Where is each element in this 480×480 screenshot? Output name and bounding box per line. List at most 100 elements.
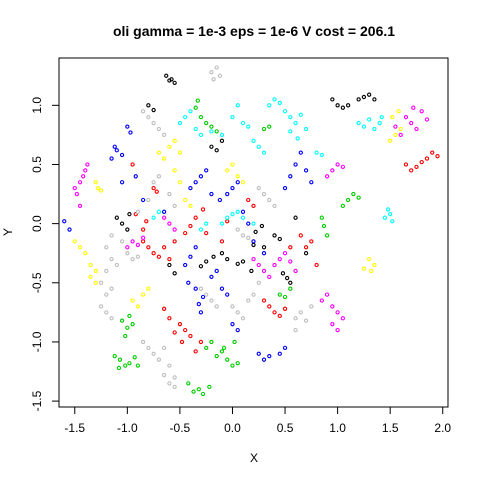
data-point — [198, 115, 204, 120]
data-point — [272, 233, 277, 238]
data-point — [198, 264, 204, 269]
data-point — [146, 103, 151, 108]
data-point — [225, 168, 230, 173]
data-point — [261, 298, 267, 303]
data-point — [193, 245, 198, 250]
data-point — [104, 310, 109, 315]
data-point — [288, 115, 293, 120]
data-point — [186, 381, 191, 386]
data-point — [388, 212, 393, 217]
data-point — [261, 245, 267, 250]
data-point — [135, 242, 141, 248]
data-point — [167, 381, 172, 386]
data-point — [200, 294, 206, 300]
data-point — [256, 280, 261, 285]
data-point — [193, 180, 198, 185]
data-point — [330, 304, 335, 309]
data-point — [225, 219, 230, 224]
data-point — [219, 239, 225, 244]
data-point — [167, 78, 172, 83]
data-point — [382, 215, 388, 220]
data-point — [114, 262, 119, 268]
data-point — [388, 138, 393, 143]
data-point — [303, 318, 309, 323]
data-point — [214, 268, 219, 274]
data-point — [164, 73, 169, 78]
data-point — [172, 384, 177, 390]
data-point — [204, 168, 209, 173]
data-point — [330, 97, 335, 102]
data-point — [133, 212, 138, 217]
data-point — [127, 361, 132, 366]
data-point — [293, 327, 298, 333]
data-point — [133, 174, 138, 179]
data-point — [235, 227, 240, 232]
data-point — [414, 126, 419, 132]
data-point — [151, 351, 156, 356]
data-point — [435, 154, 440, 159]
data-point — [293, 162, 298, 167]
data-point — [303, 168, 309, 173]
data-point — [209, 274, 214, 280]
data-point — [125, 325, 130, 330]
data-point — [277, 100, 282, 106]
data-point — [204, 230, 209, 236]
data-point — [161, 132, 167, 138]
data-point — [198, 132, 204, 138]
data-point — [356, 120, 361, 126]
data-point — [230, 322, 235, 327]
data-point — [288, 245, 293, 250]
data-point — [177, 120, 183, 126]
data-point — [277, 351, 282, 356]
data-point — [272, 262, 277, 268]
data-point — [330, 168, 335, 173]
data-point — [167, 363, 172, 368]
data-point — [324, 292, 330, 297]
data-point — [303, 245, 309, 250]
data-point — [196, 301, 201, 307]
data-point — [403, 115, 409, 120]
data-point — [93, 180, 98, 185]
data-point — [253, 229, 258, 235]
data-point — [135, 209, 141, 214]
x-axis: -1.5 -1.0 -0.5 0.0 0.5 1.0 1.5 2.0 — [64, 406, 451, 435]
data-point — [261, 150, 267, 155]
data-point — [183, 230, 188, 236]
data-point — [277, 292, 282, 297]
data-point — [356, 97, 361, 102]
data-point — [267, 103, 272, 108]
data-point — [193, 126, 198, 132]
data-point — [351, 191, 356, 197]
data-point — [221, 345, 227, 350]
data-point — [125, 251, 130, 256]
data-point — [321, 223, 327, 229]
data-point — [104, 245, 109, 250]
data-point — [200, 391, 206, 397]
data-point — [251, 138, 256, 143]
x-tick-label: 1.0 — [329, 421, 346, 435]
data-point — [204, 120, 209, 126]
data-point — [284, 275, 290, 281]
data-point — [77, 245, 83, 250]
data-point — [112, 144, 117, 149]
data-point — [261, 251, 267, 256]
data-point — [235, 180, 240, 185]
data-point — [230, 212, 235, 217]
data-point — [161, 156, 167, 161]
data-point — [104, 268, 109, 274]
data-point — [93, 280, 98, 285]
data-point — [303, 251, 309, 256]
data-point — [125, 227, 130, 232]
data-point — [135, 254, 141, 259]
data-point — [424, 156, 430, 161]
data-point — [177, 150, 183, 155]
data-point — [198, 174, 204, 179]
data-point — [127, 313, 132, 319]
data-point — [324, 233, 330, 238]
data-point — [130, 298, 135, 303]
data-point — [414, 164, 419, 169]
data-point — [98, 280, 104, 285]
data-point — [172, 203, 177, 209]
data-point — [398, 132, 403, 138]
data-point — [191, 389, 196, 394]
